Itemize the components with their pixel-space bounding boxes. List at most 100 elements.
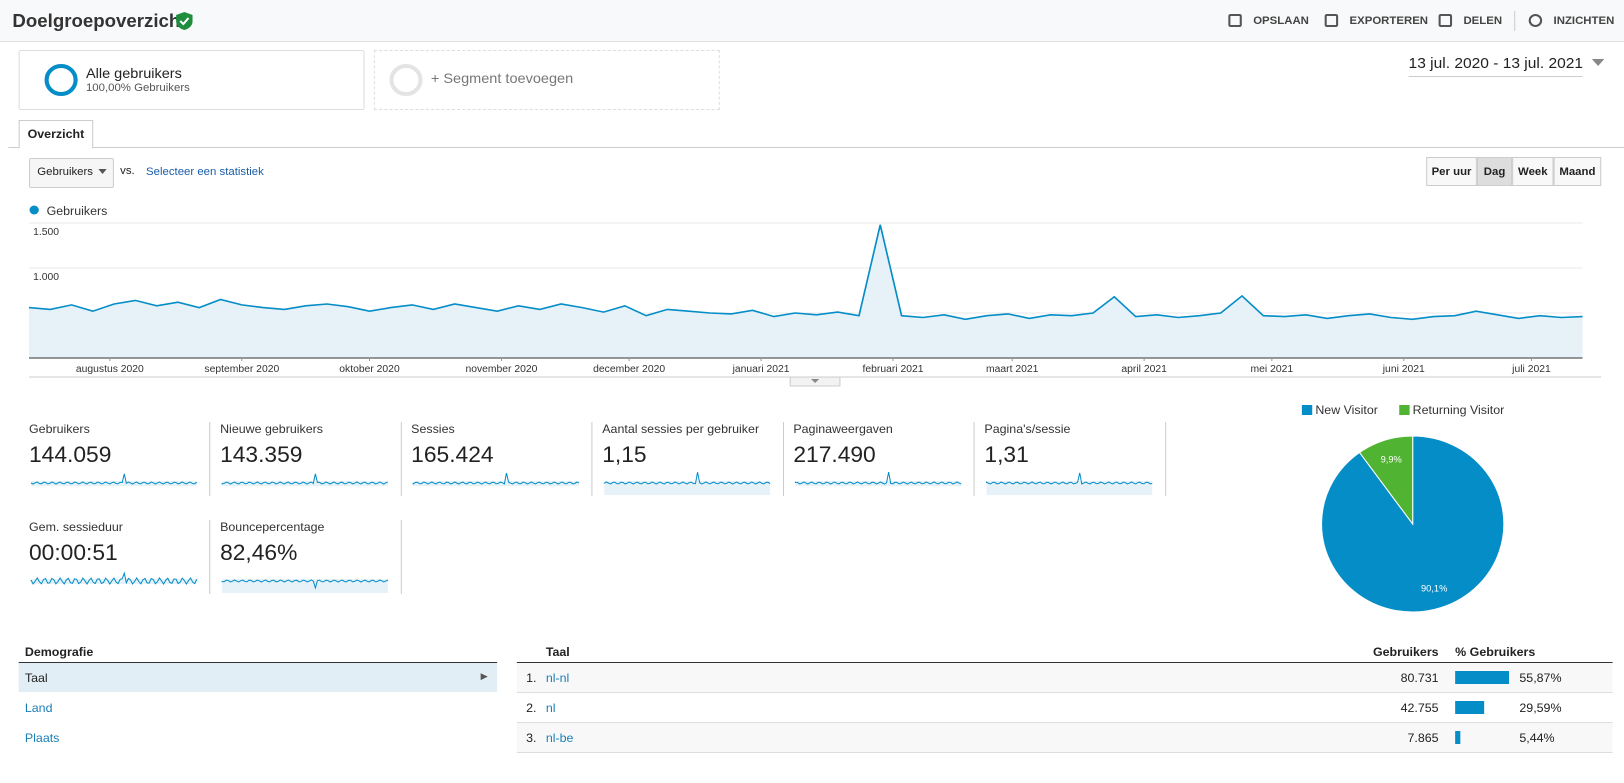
metric-label: Gebruikers (28, 422, 90, 436)
sparkline-area (604, 481, 771, 495)
language[interactable]: nl (545, 701, 556, 715)
action-icon[interactable] (1228, 14, 1242, 27)
sparkline (985, 472, 1153, 485)
area (28, 224, 1583, 358)
pie-label: 9,9% (1381, 455, 1402, 465)
table-rule (516, 662, 1613, 663)
metric-sep (209, 520, 211, 594)
metric-label: Sessies (411, 422, 455, 436)
top-bar (0, 0, 1624, 42)
share-label: 29,59% (1519, 701, 1562, 715)
segment-add[interactable] (373, 50, 720, 110)
date-range[interactable]: 13 jul. 2020 - 13 jul. 2021 (1408, 55, 1584, 77)
granularity-button[interactable]: Dag (1476, 157, 1513, 186)
granularity-button[interactable]: Per uur (1426, 157, 1477, 186)
legend-swatch (1399, 405, 1410, 415)
expander-caret (810, 379, 820, 383)
tab[interactable]: Overzicht (18, 120, 94, 149)
segment-ring-empty (389, 64, 423, 96)
segment-detail: 100,00% Gebruikers (85, 82, 190, 94)
metric-select-label: Gebruikers (37, 166, 94, 178)
sparkline (221, 473, 389, 485)
x-tick-label: april 2021 (1121, 364, 1167, 375)
segment-ring (44, 64, 78, 96)
table-header: Taal (545, 645, 570, 659)
x-tick-label: oktober 2020 (339, 364, 400, 375)
table-header: % Gebruikers (1455, 645, 1536, 659)
action-icon[interactable] (1438, 14, 1453, 27)
action-sep (1514, 11, 1516, 31)
metric-value: 143.359 (220, 442, 303, 467)
pie-slice (1358, 435, 1414, 526)
segment-active[interactable] (18, 50, 365, 110)
legend-label: New Visitor (1315, 403, 1378, 417)
verified-icon (176, 12, 193, 30)
action-label[interactable]: DELEN (1463, 15, 1503, 27)
sparkline-area (222, 579, 388, 593)
metric-sep (1164, 422, 1166, 496)
metric-sep (400, 520, 402, 594)
compare-link[interactable]: Selecteer een statistiek (146, 166, 264, 178)
metric-value: 144.059 (28, 442, 112, 467)
action-icon[interactable] (1528, 14, 1543, 27)
share-bar (1455, 701, 1484, 714)
date-caret (1591, 59, 1605, 66)
sparkline (30, 571, 198, 585)
metric-label: Gem. sessieduur (28, 520, 123, 534)
action-label[interactable]: EXPORTEREN (1349, 15, 1429, 27)
pie-label: 90,1% (1421, 584, 1447, 594)
share-label: 55,87% (1519, 671, 1562, 685)
demo-item[interactable]: Taal (24, 671, 48, 685)
sparkline-area (31, 481, 197, 486)
sparkline-area (222, 481, 388, 486)
metric-value: 82,46% (220, 540, 298, 565)
metric-value: 1,15 (602, 442, 647, 467)
line (28, 224, 1583, 321)
x-tick-label: november 2020 (465, 364, 537, 375)
sparkline (794, 471, 962, 485)
action-label[interactable]: INZICHTEN (1553, 15, 1615, 27)
metric-label: Paginaweergaven (793, 422, 893, 436)
metric-value: 1,31 (984, 442, 1029, 467)
rank: 2. (526, 701, 537, 715)
table-row (516, 723, 1613, 753)
share-bar (1455, 731, 1461, 744)
demo-heading: Demografie (24, 645, 94, 659)
users: 7.865 (1407, 731, 1439, 745)
x-tick-label: januari 2021 (732, 364, 790, 375)
users: 42.755 (1400, 701, 1439, 715)
language[interactable]: nl-be (545, 731, 574, 745)
table-row (516, 693, 1613, 723)
demo-item[interactable]: Land (24, 701, 53, 715)
metric-select[interactable] (28, 158, 114, 188)
demo-item[interactable]: Plaats (24, 731, 60, 745)
demo-rule (18, 662, 498, 663)
tab-line (8, 147, 1624, 148)
granularity-button[interactable]: Week (1512, 157, 1554, 186)
sparkline-area (31, 579, 197, 584)
metric-sep (209, 422, 211, 496)
table-header: Gebruikers (1372, 645, 1439, 659)
metric-label: Bouncepercentage (220, 520, 325, 534)
sparkline (412, 472, 580, 485)
legend-dot (29, 205, 39, 215)
segment-add-label: + Segment toevoegen (430, 70, 574, 86)
language[interactable]: nl-nl (545, 671, 570, 685)
x-tick-label: maart 2021 (986, 364, 1039, 375)
legend-label: Returning Visitor (1413, 403, 1505, 417)
metric-sep (973, 422, 975, 496)
metric-label: Aantal sessies per gebruiker (602, 422, 760, 436)
demo-arrow: ▶ (480, 671, 488, 681)
granularity-button[interactable]: Maand (1553, 157, 1602, 186)
legend-label: Gebruikers (47, 204, 108, 218)
action-icon[interactable] (1324, 14, 1339, 27)
y-tick-label: 1.000 (33, 272, 59, 283)
select-caret (98, 169, 107, 174)
action-label[interactable]: OPSLAAN (1253, 15, 1309, 27)
users: 80.731 (1400, 671, 1439, 685)
x-tick-label: juli 2021 (1511, 364, 1551, 375)
x-tick-label: december 2020 (593, 364, 665, 375)
metric-sep (591, 422, 593, 496)
table-row (516, 663, 1613, 693)
